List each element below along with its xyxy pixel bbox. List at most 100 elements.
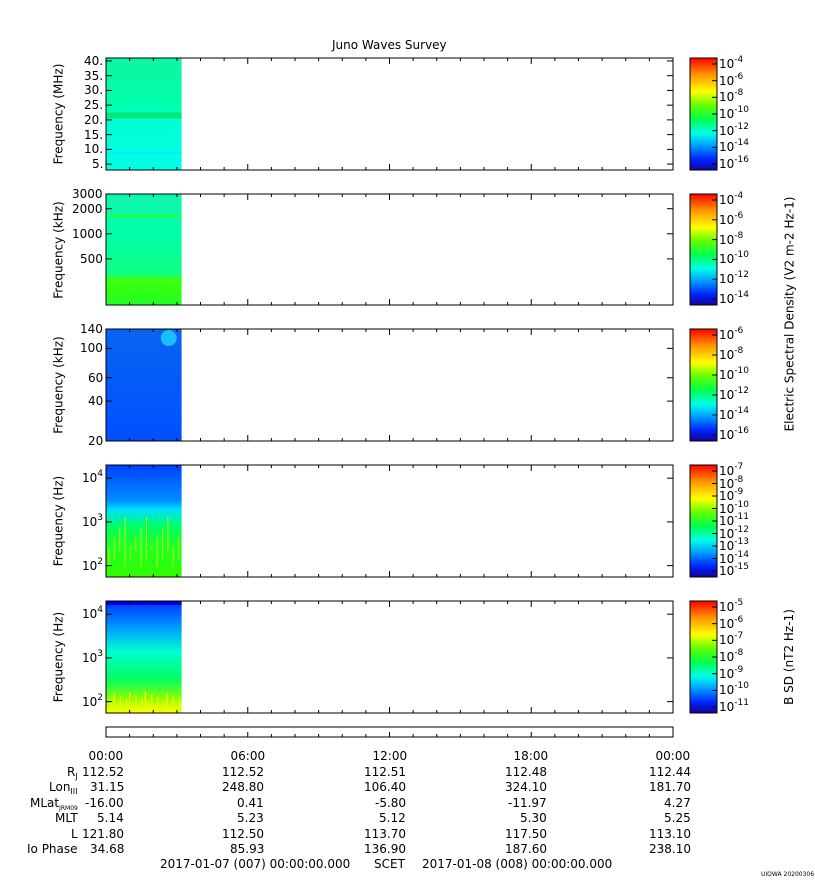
ephemeris-value: 112.51 (364, 765, 406, 779)
ephemeris-value: 5.25 (664, 811, 691, 826)
colorbar-tick-label: 10-4 (719, 191, 744, 208)
ephemeris-label: MLatJRM09 (30, 795, 78, 812)
ephemeris-value: 113.10 (649, 826, 691, 841)
spectrogram-data (106, 194, 182, 305)
y-axis-label: Frequency (kHz) (51, 200, 66, 299)
y-tick-label: 5. (92, 157, 104, 172)
colorbar-tick-label: 10-10 (719, 366, 749, 383)
colorbar-tick-label: 10-8 (719, 88, 744, 105)
y-axis-label: Frequency (Hz) (50, 611, 65, 703)
y-tick-label: 20 (88, 434, 104, 448)
y-tick-label: 103 (82, 512, 104, 529)
y-tick-label: 102 (82, 556, 104, 573)
ephemeris-value: 112.44 (649, 765, 691, 779)
ephemeris-label: L (71, 826, 78, 841)
emission-band (106, 152, 182, 154)
ephemeris-value: 5.23 (237, 811, 264, 826)
footer-scet: SCET (374, 857, 405, 871)
y-tick-label: 40 (88, 394, 104, 409)
ephemeris-value: 106.40 (364, 780, 406, 795)
ephemeris-value: 113.70 (364, 826, 406, 841)
colorbar-tick-label: 10-8 (719, 474, 744, 491)
ephemeris-value: 136.90 (364, 842, 406, 856)
ephemeris-value: 31.15 (90, 780, 125, 795)
y-tick-label: 100 (80, 341, 103, 356)
colorbar-tick-label: 10-9 (719, 487, 744, 504)
y-axis-label: Frequency (MHz) (50, 63, 65, 165)
ephemeris-value: 248.80 (222, 780, 264, 795)
colorbar-tick-label: 10-10 (719, 105, 749, 122)
emission-band (106, 601, 182, 605)
ephemeris-value: 4.27 (664, 795, 691, 810)
emission-band (106, 213, 182, 218)
y-tick-label: 1000 (72, 226, 103, 241)
ephemeris-value: 112.52 (82, 765, 124, 779)
y-tick-label: 20. (84, 112, 104, 127)
panel-3 (105, 328, 718, 442)
ephemeris-value: 112.52 (222, 765, 264, 779)
y-tick-label: 40. (84, 53, 104, 68)
panel-4 (105, 464, 718, 578)
time-tick-label: 00:00 (655, 749, 691, 763)
y-tick-label: 102 (82, 692, 104, 709)
colorbar-tick-label: 10-8 (719, 648, 744, 665)
spectrogram-data (106, 329, 182, 441)
spectrogram-data (106, 601, 182, 713)
colorbar-tick-label: 10-16 (719, 426, 749, 443)
colorbar-tick-label: 10-5 (719, 598, 744, 615)
colorbar-tick-label: 10-14 (719, 138, 749, 155)
plot-frame (105, 600, 674, 714)
colorbar-tick-label: 10-8 (719, 230, 744, 247)
colorbar-tick-label: 10-11 (719, 512, 749, 529)
ephemeris-value: 5.30 (520, 811, 547, 826)
ephemeris-value: 85.93 (230, 842, 265, 856)
y-tick-label: 30. (84, 83, 104, 98)
y-tick-label: 104 (82, 469, 104, 486)
chart-title: Juno Waves Survey (332, 38, 447, 52)
ephemeris-value: 0.41 (237, 795, 264, 810)
colorbar-tick-label: 10-6 (719, 614, 744, 631)
panel-1 (105, 57, 718, 171)
colorbar-tick-label: 10-10 (719, 250, 749, 267)
y-tick-label: 15. (84, 127, 104, 142)
y-tick-label: 10. (84, 142, 104, 157)
ephemeris-label: LonIII (49, 780, 78, 797)
y-tick-label: 35. (84, 68, 104, 83)
y-tick-label: 500 (80, 251, 103, 266)
colorbar-tick-label: 10-16 (719, 155, 749, 172)
time-tick-label: 00:00 (88, 749, 124, 763)
time-tick-label: 06:00 (230, 749, 266, 763)
colorbar (689, 193, 718, 306)
time-tick-label: 12:00 (372, 749, 408, 763)
colorbar-tick-label: 10-12 (719, 270, 749, 287)
ephemeris-label: MLT (55, 811, 78, 826)
plot-frame (105, 328, 674, 442)
ephemeris-value: 5.12 (379, 811, 406, 826)
colorbar-tick-label: 10-14 (719, 549, 749, 566)
ephemeris-value: 238.10 (649, 842, 691, 856)
colorbar-tick-label: 10-12 (719, 524, 749, 541)
colorbar-tick-label: 10-13 (719, 537, 749, 554)
y-tick-label: 25. (84, 98, 104, 113)
ephemeris-value: 34.68 (90, 842, 125, 856)
colorbar-tick-label: 10-6 (719, 210, 744, 227)
ephemeris-value: -11.97 (508, 795, 547, 810)
ephemeris-value: 112.50 (222, 826, 264, 841)
ephemeris-label: Io Phase (27, 842, 78, 856)
ephemeris-value: 187.60 (505, 842, 547, 856)
panel-2 (105, 193, 718, 306)
y-tick-label: 60 (88, 370, 104, 385)
colorbar-tick-label: 10-14 (719, 406, 749, 423)
time-tick-label: 18:00 (513, 749, 549, 763)
y-tick-label: 104 (82, 605, 104, 622)
ephemeris-value: 121.80 (82, 826, 124, 841)
colorbar-tick-label: 10-10 (719, 681, 749, 698)
ephemeris-value: 181.70 (649, 780, 691, 795)
ephemeris-value: -5.80 (375, 795, 407, 810)
stamp: UIOWA 20200306 (761, 871, 815, 878)
emission-spot (160, 330, 177, 346)
colorbar-tick-label: 10-6 (719, 71, 744, 88)
colorbar-tick-label: 10-6 (719, 326, 744, 343)
panel-5 (105, 600, 718, 714)
spectrogram-data (106, 465, 182, 577)
